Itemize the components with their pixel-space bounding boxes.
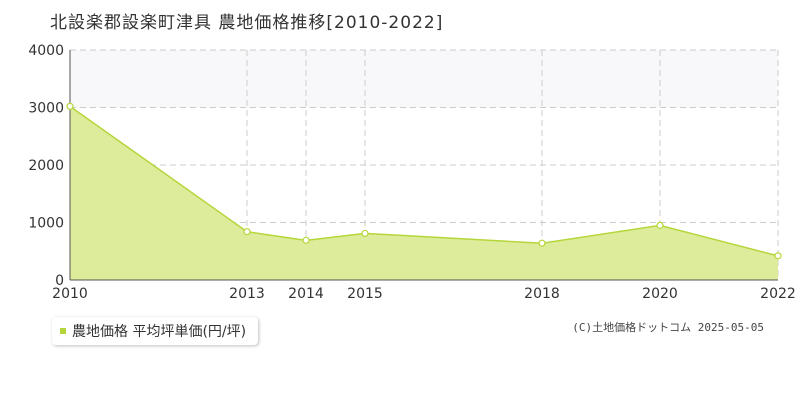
series-area	[70, 106, 778, 280]
y-tick-labels: 0 1000 2000 3000 4000	[28, 43, 64, 289]
x-tick-label: 2022	[760, 286, 796, 302]
x-tick-label: 2013	[229, 286, 265, 302]
data-point	[302, 236, 310, 244]
data-point	[361, 229, 369, 238]
plot-band	[70, 50, 778, 108]
x-tick-labels: 2010 2013 2014 2015 2018 2020 2022	[52, 286, 796, 302]
legend-swatch	[60, 328, 66, 334]
y-tick-label: 4000	[28, 43, 64, 59]
data-point	[538, 239, 546, 247]
data-points	[66, 102, 782, 260]
x-tick-label: 2014	[288, 286, 324, 302]
data-point	[243, 228, 251, 236]
data-point	[66, 102, 74, 110]
legend: 農地価格 平均坪単価(円/坪)	[52, 317, 259, 345]
x-tick-label: 2010	[52, 286, 88, 302]
legend-label: 農地価格 平均坪単価(円/坪)	[72, 324, 247, 340]
y-tick-label: 1000	[28, 216, 64, 232]
y-tick-label: 3000	[28, 101, 64, 117]
x-tick-label: 2015	[347, 286, 383, 302]
data-point	[656, 221, 664, 229]
y-tick-label: 0	[55, 273, 64, 289]
copyright-text: (C)土地価格ドットコム 2025-05-05	[572, 321, 764, 334]
x-tick-label: 2020	[642, 286, 678, 302]
data-point	[774, 252, 782, 260]
x-tick-label: 2018	[524, 286, 560, 302]
y-tick-label: 2000	[28, 158, 64, 174]
chart-title: 北設楽郡設楽町津具 農地価格推移[2010-2022]	[50, 13, 444, 33]
